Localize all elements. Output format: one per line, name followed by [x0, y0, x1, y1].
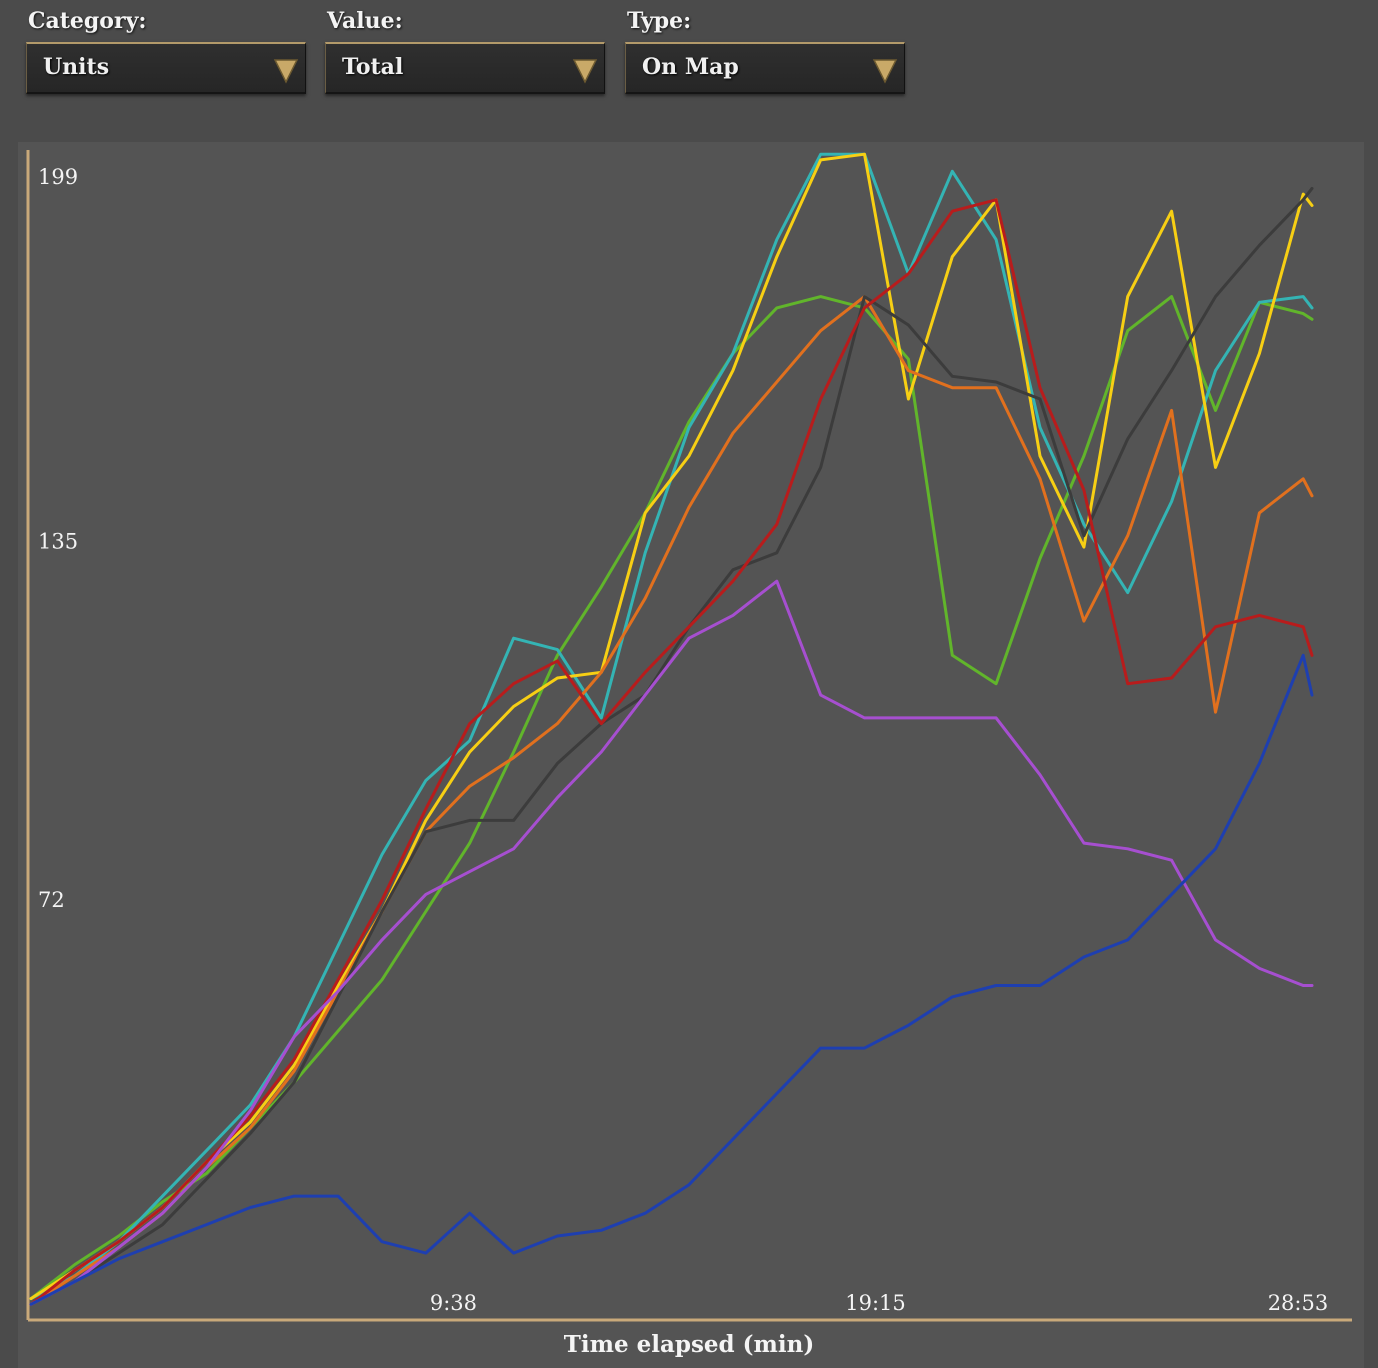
y-tick-label: 72 [38, 888, 65, 912]
value-dropdown[interactable]: Total [325, 42, 605, 94]
category-label: Category: [28, 8, 147, 34]
y-tick-label: 199 [38, 165, 78, 189]
value-filter: Value: Total [325, 8, 605, 94]
type-selected-value: On Map [642, 54, 739, 80]
x-axis-title: Time elapsed (min) [564, 1331, 814, 1358]
series-line-6 [29, 198, 1314, 1306]
value-selected-value: Total [342, 54, 404, 80]
type-filter: Type: On Map [625, 8, 905, 94]
units-line-chart: 199 135 72 9:38 19:15 28:53 Time elapsed (min) [26, 150, 1352, 1358]
x-tick-label: 9:38 [430, 1291, 477, 1315]
x-tick-label: 19:15 [845, 1291, 906, 1315]
type-label: Type: [627, 8, 692, 34]
value-label: Value: [327, 8, 403, 34]
chevron-down-icon [273, 59, 299, 84]
chevron-down-icon [572, 59, 598, 84]
type-dropdown[interactable]: On Map [625, 42, 905, 94]
series-line-2 [29, 152, 1314, 1301]
x-tick-label: 28:53 [1268, 1291, 1329, 1315]
category-dropdown[interactable]: Units [26, 42, 306, 94]
series-line-3 [29, 152, 1314, 1301]
category-selected-value: Units [43, 54, 110, 80]
chevron-down-icon [872, 59, 898, 84]
chart-panel: 199 135 72 9:38 19:15 28:53 Time elapsed (min) [18, 142, 1364, 1368]
series-line-7 [29, 579, 1314, 1306]
y-tick-label: 135 [38, 529, 78, 553]
category-filter: Category: Units [26, 8, 306, 94]
series-line-8 [29, 653, 1314, 1306]
series-line-4 [29, 295, 1314, 1306]
